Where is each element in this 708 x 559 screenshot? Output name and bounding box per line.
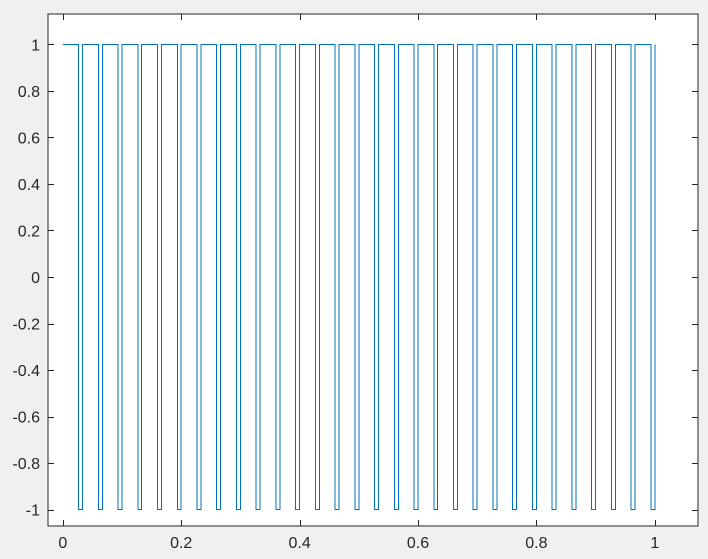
y-axis: 1 0.8 0.6 0.4 0.2 0 -0.2 -0.4 -0.6 -0.8 -1 bbox=[12, 37, 698, 520]
x-tick-label: 1 bbox=[650, 535, 659, 552]
y-tick-label: -0.4 bbox=[12, 363, 40, 380]
signal-series bbox=[62, 43, 656, 511]
y-tick-label: 0 bbox=[31, 270, 40, 287]
y-tick-label: -0.8 bbox=[12, 456, 40, 473]
y-tick-label: -1 bbox=[26, 503, 40, 520]
y-tick-label: 0.8 bbox=[18, 84, 40, 101]
y-tick-label: 0.6 bbox=[18, 130, 40, 147]
axes-box bbox=[47, 13, 699, 527]
x-tick-label: 0.8 bbox=[525, 535, 547, 552]
x-tick-label: 0.4 bbox=[288, 535, 310, 552]
x-tick-label: 0 bbox=[58, 535, 67, 552]
x-tick-label: 0.6 bbox=[407, 535, 429, 552]
x-tick-label: 0.2 bbox=[170, 535, 192, 552]
y-tick-label: 0.4 bbox=[18, 177, 40, 194]
y-tick-label: 0.2 bbox=[18, 223, 40, 240]
y-tick-label: -0.6 bbox=[12, 410, 40, 427]
y-tick-label: 1 bbox=[31, 37, 40, 54]
axes-background bbox=[48, 14, 698, 526]
pulse-train-line bbox=[62, 43, 656, 511]
y-tick-label: -0.2 bbox=[12, 317, 40, 334]
x-axis: 0 0.2 0.4 0.6 0.8 1 bbox=[58, 14, 659, 552]
